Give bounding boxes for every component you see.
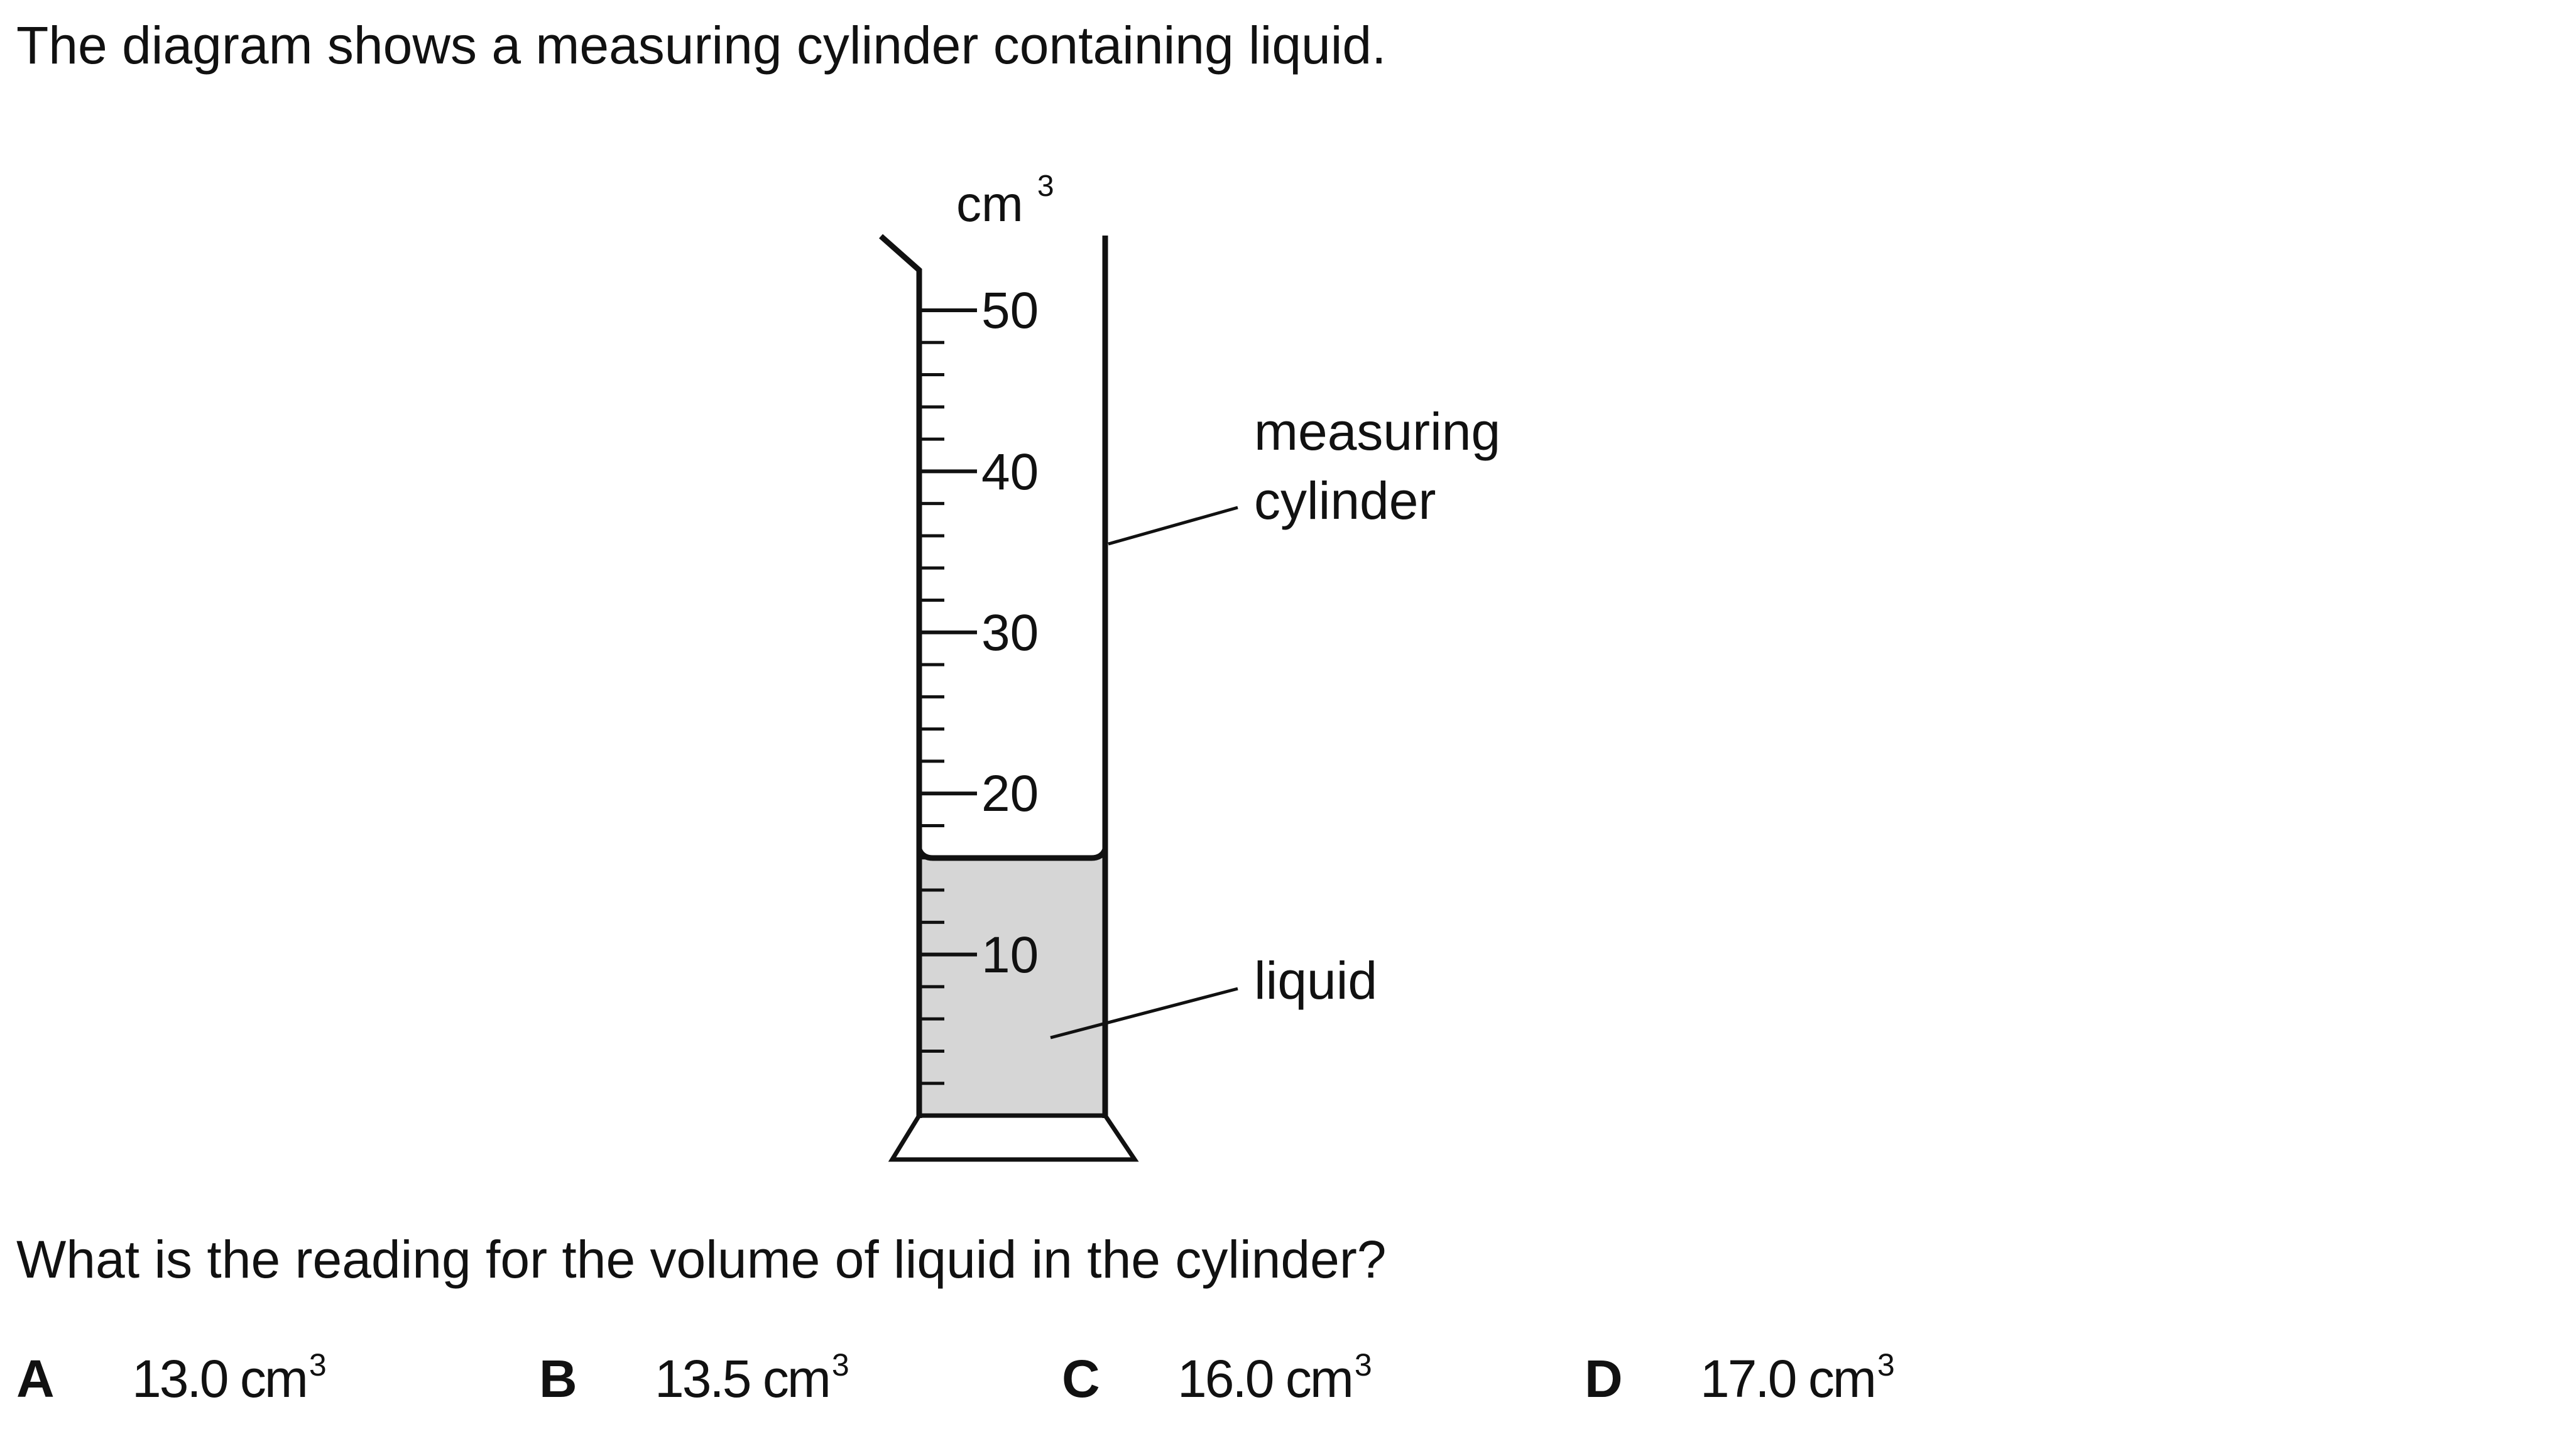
unit-power: 3	[1037, 170, 1054, 203]
option-d-value: 17.0 cm	[1700, 1349, 1877, 1408]
scale-ticks	[919, 308, 977, 1085]
option-b-power: 3	[831, 1347, 849, 1382]
scale-label-30: 30	[981, 604, 1039, 661]
option-c-letter: C	[1062, 1349, 1100, 1408]
cylinder-left-wall	[879, 234, 922, 1118]
liquid-fill	[920, 857, 1103, 1118]
measuring-cylinder-diagram: 50 40 30 20 10 cm 3 measuring cylinder l…	[879, 170, 1500, 1162]
option-a-power: 3	[308, 1347, 327, 1382]
option-d-value-wrap: 17.0 cm3	[1700, 1347, 1895, 1411]
scale-label-40: 40	[981, 443, 1039, 501]
option-b-letter: B	[539, 1349, 577, 1408]
cylinder-label-line1: measuring	[1254, 402, 1500, 461]
intro-text: The diagram shows a measuring cylinder c…	[16, 16, 1387, 75]
option-b-value-wrap: 13.5 cm3	[655, 1347, 849, 1411]
option-b[interactable]: B 13.5 cm3	[539, 1347, 849, 1411]
option-c-value-wrap: 16.0 cm3	[1177, 1347, 1372, 1411]
unit-label: cm 3	[956, 170, 1054, 232]
option-c[interactable]: C 16.0 cm3	[1062, 1347, 1372, 1411]
liquid-label: liquid	[1254, 951, 1377, 1010]
liquid-leader-line	[1050, 987, 1238, 1040]
scale-label-10: 10	[981, 926, 1039, 984]
scale-label-20: 20	[981, 765, 1039, 822]
option-b-value: 13.5 cm	[655, 1349, 831, 1408]
option-d-letter: D	[1585, 1349, 1623, 1408]
unit-text: cm	[956, 176, 1023, 232]
option-a-value-wrap: 13.0 cm3	[132, 1347, 327, 1411]
question-text: What is the reading for the volume of li…	[16, 1230, 1387, 1289]
option-a[interactable]: A 13.0 cm3	[16, 1347, 327, 1411]
liquid-meniscus	[916, 848, 1108, 861]
cylinder-base	[888, 1114, 1139, 1162]
option-a-value: 13.0 cm	[132, 1349, 308, 1408]
option-c-power: 3	[1354, 1347, 1372, 1382]
cylinder-leader-line	[1108, 506, 1238, 546]
option-d[interactable]: D 17.0 cm3	[1585, 1347, 1895, 1411]
option-d-power: 3	[1877, 1347, 1895, 1382]
option-a-letter: A	[16, 1349, 55, 1408]
option-c-value: 16.0 cm	[1177, 1349, 1354, 1408]
scale-label-50: 50	[981, 282, 1039, 339]
cylinder-label-line2: cylinder	[1254, 471, 1436, 530]
